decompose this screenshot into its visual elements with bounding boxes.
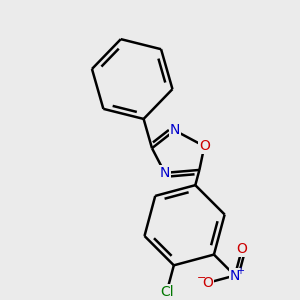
Text: N: N (230, 268, 240, 283)
Text: N: N (160, 166, 170, 180)
Text: O: O (199, 139, 210, 153)
Text: +: + (236, 266, 244, 276)
Text: −: − (196, 273, 206, 283)
Text: N: N (169, 123, 180, 137)
Text: O: O (237, 242, 248, 256)
Text: O: O (203, 276, 214, 290)
Text: Cl: Cl (160, 285, 173, 299)
